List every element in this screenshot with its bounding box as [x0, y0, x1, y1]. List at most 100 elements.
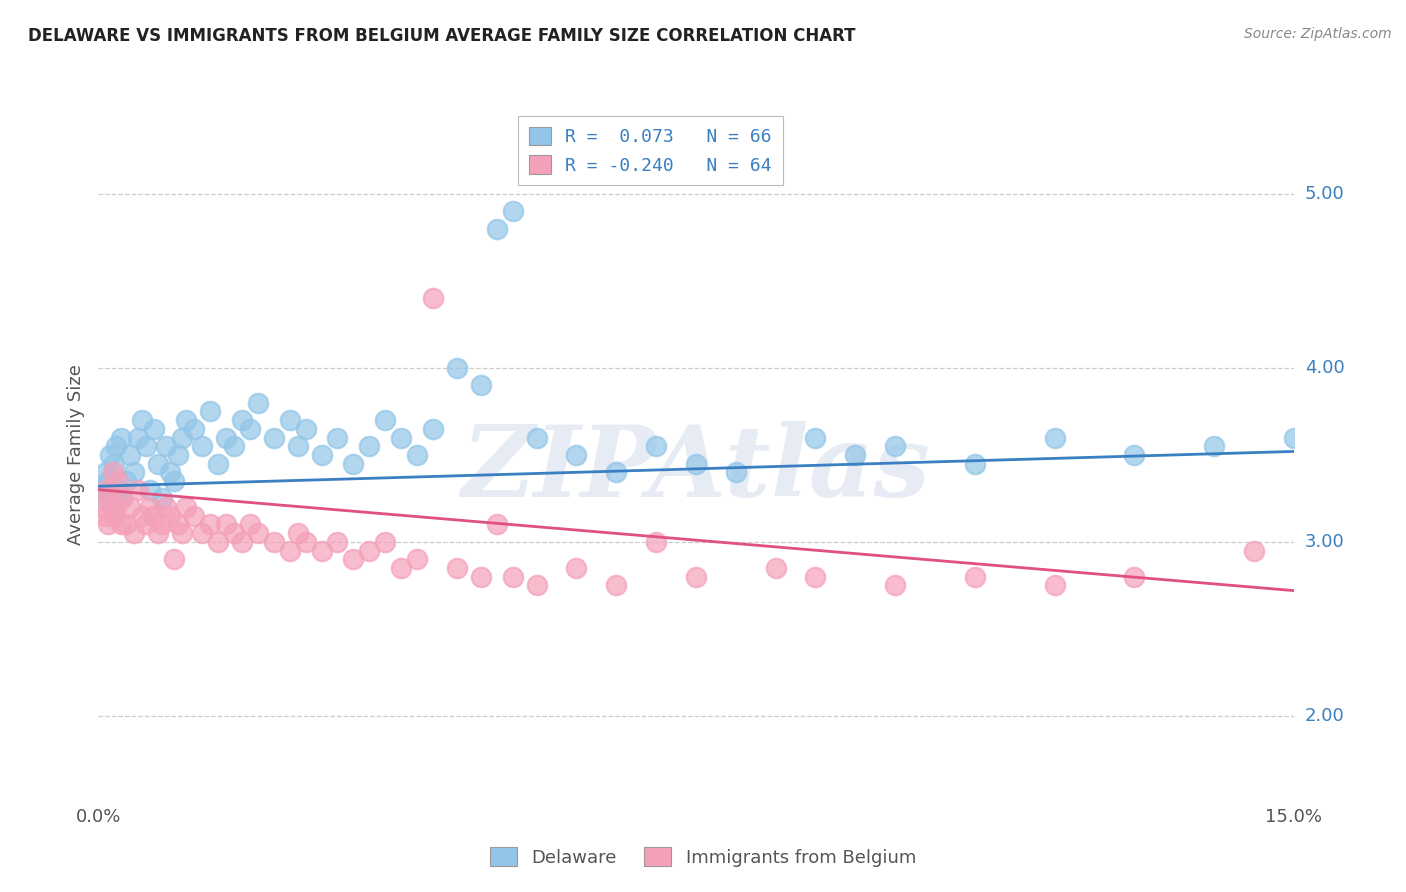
Point	[215, 517, 238, 532]
Point	[135, 439, 157, 453]
Point	[485, 517, 508, 532]
Point	[207, 535, 229, 549]
Point	[765, 561, 787, 575]
Text: DELAWARE VS IMMIGRANTS FROM BELGIUM AVERAGE FAMILY SIZE CORRELATION CHART: DELAWARE VS IMMIGRANTS FROM BELGIUM AVER…	[28, 27, 856, 45]
Point	[91, 500, 114, 514]
Point	[359, 439, 381, 453]
Point	[150, 517, 173, 532]
Point	[246, 526, 269, 541]
Point	[278, 543, 301, 558]
Point	[406, 552, 429, 566]
Point	[135, 517, 157, 532]
Text: 2.00: 2.00	[1305, 706, 1344, 725]
Point	[311, 448, 333, 462]
Point	[183, 422, 205, 436]
Point	[526, 431, 548, 445]
Point	[120, 500, 142, 514]
Point	[222, 439, 245, 453]
Point	[605, 578, 627, 592]
Point	[115, 474, 138, 488]
Point	[231, 535, 253, 549]
Point	[685, 570, 707, 584]
Point	[884, 578, 907, 592]
Point	[1043, 431, 1066, 445]
Point	[167, 517, 190, 532]
Point	[198, 517, 221, 532]
Point	[565, 448, 588, 462]
Point	[103, 508, 125, 523]
Point	[96, 483, 118, 497]
Point	[107, 483, 129, 497]
Point	[143, 508, 166, 523]
Point	[485, 222, 508, 236]
Point	[101, 466, 124, 480]
Point	[239, 517, 262, 532]
Text: Source: ZipAtlas.com: Source: ZipAtlas.com	[1244, 27, 1392, 41]
Point	[963, 457, 986, 471]
Point	[470, 570, 492, 584]
Point	[120, 448, 142, 462]
Point	[359, 543, 381, 558]
Point	[565, 561, 588, 575]
Point	[198, 404, 221, 418]
Point	[191, 526, 214, 541]
Text: 4.00: 4.00	[1305, 359, 1344, 377]
Point	[155, 439, 177, 453]
Point	[159, 466, 181, 480]
Point	[422, 291, 444, 305]
Point	[645, 535, 668, 549]
Point	[446, 561, 468, 575]
Point	[294, 535, 316, 549]
Point	[159, 508, 181, 523]
Point	[91, 483, 114, 497]
Point	[127, 483, 149, 497]
Point	[263, 535, 285, 549]
Point	[342, 457, 364, 471]
Point	[844, 448, 866, 462]
Point	[143, 422, 166, 436]
Point	[422, 422, 444, 436]
Point	[110, 431, 132, 445]
Point	[191, 439, 214, 453]
Legend: Delaware, Immigrants from Belgium: Delaware, Immigrants from Belgium	[482, 840, 924, 874]
Text: 5.00: 5.00	[1305, 185, 1344, 203]
Point	[278, 413, 301, 427]
Point	[1123, 448, 1146, 462]
Point	[96, 466, 118, 480]
Point	[110, 517, 132, 532]
Point	[502, 204, 524, 219]
Point	[101, 500, 124, 514]
Point	[645, 439, 668, 453]
Point	[231, 413, 253, 427]
Point	[222, 526, 245, 541]
Point	[287, 439, 309, 453]
Point	[107, 474, 129, 488]
Text: ZIPAtlas: ZIPAtlas	[461, 421, 931, 517]
Point	[342, 552, 364, 566]
Point	[174, 413, 197, 427]
Point	[150, 491, 173, 506]
Point	[148, 457, 170, 471]
Point	[183, 508, 205, 523]
Point	[311, 543, 333, 558]
Point	[246, 396, 269, 410]
Point	[502, 570, 524, 584]
Text: 3.00: 3.00	[1305, 533, 1344, 551]
Point	[115, 517, 138, 532]
Point	[470, 378, 492, 392]
Point	[406, 448, 429, 462]
Point	[884, 439, 907, 453]
Point	[804, 570, 827, 584]
Point	[287, 526, 309, 541]
Point	[111, 491, 134, 506]
Point	[155, 500, 177, 514]
Point	[724, 466, 747, 480]
Point	[172, 431, 194, 445]
Point	[131, 413, 153, 427]
Point	[163, 552, 186, 566]
Point	[148, 526, 170, 541]
Point	[94, 508, 117, 523]
Point	[294, 422, 316, 436]
Point	[207, 457, 229, 471]
Point	[215, 431, 238, 445]
